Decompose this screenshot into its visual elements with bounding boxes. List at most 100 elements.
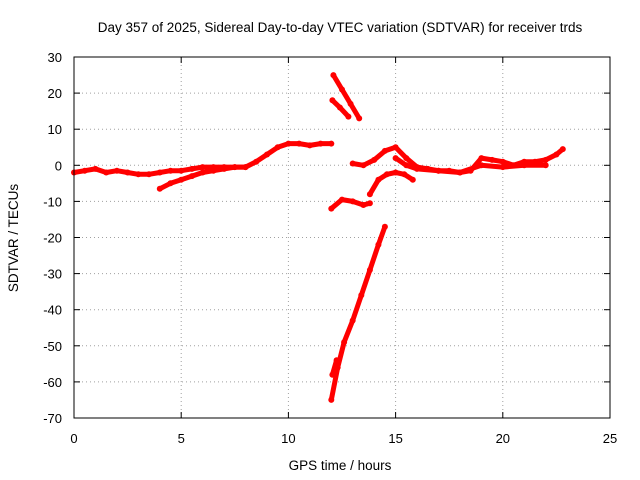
y-tick-label: 0: [55, 158, 62, 173]
trace-lower-arc-point: [392, 169, 399, 176]
x-tick-label: 15: [388, 431, 402, 446]
trace-upper-short: [329, 97, 352, 120]
trace-lower-arc-point: [375, 176, 382, 183]
trace-descent-point: [328, 396, 335, 403]
y-tick-label: 20: [48, 86, 62, 101]
trace-main-point: [156, 169, 163, 176]
trace-main-point: [296, 140, 303, 147]
x-axis-title: GPS time / hours: [289, 458, 392, 473]
trace-right-point: [381, 147, 388, 154]
trace-branch-point: [167, 180, 174, 187]
trace-right-point: [403, 155, 410, 162]
trace-upper-short-point: [345, 113, 352, 120]
trace-dip-point: [360, 202, 367, 208]
trace-right-point: [553, 151, 560, 158]
trace-upper-arc-point: [356, 115, 363, 122]
trace-lower-arc: [366, 169, 416, 198]
trace-main-point: [285, 140, 292, 147]
trace-descent-point: [341, 339, 348, 346]
trace-right-point: [478, 155, 485, 162]
trace-right-lower-point: [521, 162, 528, 169]
axis-ticks: 0 5 10 15 20 25 -70 -60 -50 -40 -30 -20 -10 0 10 20 30: [43, 50, 617, 446]
trace-branch-point: [221, 165, 228, 172]
trace-right-lower-point: [403, 162, 410, 169]
y-tick-label: -70: [43, 411, 62, 426]
trace-right-point: [371, 156, 378, 163]
trace-branch-point: [188, 173, 195, 180]
y-tick-label: -20: [43, 231, 62, 246]
trace-upper-short-point: [336, 104, 343, 111]
trace-lower-arc-point: [384, 171, 390, 178]
trace-branch-point: [156, 185, 163, 192]
trace-branch-point: [231, 164, 238, 171]
trace-right-point: [392, 144, 399, 151]
trace-right-lower-point: [499, 164, 506, 171]
trace-right-lower-point: [414, 165, 420, 172]
trace-descent-line: [328, 224, 388, 403]
trace-main-point: [178, 167, 185, 174]
x-tick-label: 25: [603, 431, 617, 446]
y-axis-title: SDTVAR / TECUs: [6, 184, 21, 293]
trace-right-point: [349, 160, 356, 167]
trace-descent-point: [349, 317, 356, 324]
trace-dip-point: [366, 200, 373, 207]
trace-dip: [328, 196, 373, 212]
y-tick-label: -50: [43, 339, 62, 354]
trace-right-lower: [392, 155, 549, 176]
trace-main: [71, 140, 335, 178]
trace-right-lower-point: [456, 169, 463, 176]
x-tick-label: 20: [496, 431, 510, 446]
trace-main-point: [103, 169, 110, 176]
trace-descent-side: [329, 357, 340, 378]
trace-main-point: [167, 167, 174, 174]
data-traces: [71, 72, 566, 403]
y-tick-label: 10: [48, 122, 62, 137]
trace-right-lower-point: [478, 162, 485, 169]
trace-dip-point: [328, 205, 335, 212]
chart-title: Day 357 of 2025, Sidereal Day-to-day VTE…: [98, 20, 583, 35]
trace-lower-arc-point: [409, 176, 416, 183]
trace-upper-arc: [330, 72, 363, 122]
trace-lower-arc-point: [366, 191, 373, 198]
trace-upper-arc-point: [330, 72, 337, 79]
trace-descent-point: [358, 292, 365, 299]
trace-main-point: [92, 165, 99, 172]
trace-descent-side-point: [333, 357, 340, 364]
trace-lower-arc-point: [401, 171, 408, 178]
trace-right-lower-point: [435, 167, 442, 174]
trace-main-point: [199, 164, 206, 171]
trace-main-point: [188, 165, 195, 172]
trace-right-point: [489, 156, 496, 163]
x-tick-label: 5: [178, 431, 185, 446]
trace-descent-side-point: [329, 371, 336, 378]
trace-branch-point: [178, 176, 185, 183]
trace-main-point: [146, 171, 152, 178]
y-tick-label: -10: [43, 194, 62, 209]
trace-upper-arc-line: [330, 72, 362, 121]
trace-branch: [156, 164, 249, 192]
trace-upper-short-point: [329, 97, 336, 104]
trace-right-point: [559, 146, 566, 153]
trace-dip-point: [339, 196, 345, 203]
trace-main-point: [264, 151, 270, 158]
trace-right-point: [499, 158, 506, 165]
x-tick-label: 10: [281, 431, 295, 446]
y-tick-label: -30: [43, 267, 62, 282]
trace-dip-point: [349, 198, 356, 205]
trace-upper-arc-point: [347, 100, 354, 107]
y-tick-label: -60: [43, 375, 62, 390]
trace-branch-point: [210, 167, 217, 174]
trace-descent: [328, 223, 388, 403]
trace-branch-point: [199, 169, 206, 176]
trace-right-lower-point: [542, 162, 549, 169]
y-tick-label: 30: [48, 50, 62, 65]
trace-descent-point: [381, 223, 388, 230]
trace-descent-point: [375, 241, 382, 248]
x-tick-label: 0: [70, 431, 77, 446]
trace-main-point: [306, 142, 313, 149]
trace-branch-point: [242, 164, 249, 171]
trace-right-lower-point: [392, 155, 399, 162]
trace-main-point: [113, 167, 120, 174]
trace-main-point: [274, 144, 281, 151]
